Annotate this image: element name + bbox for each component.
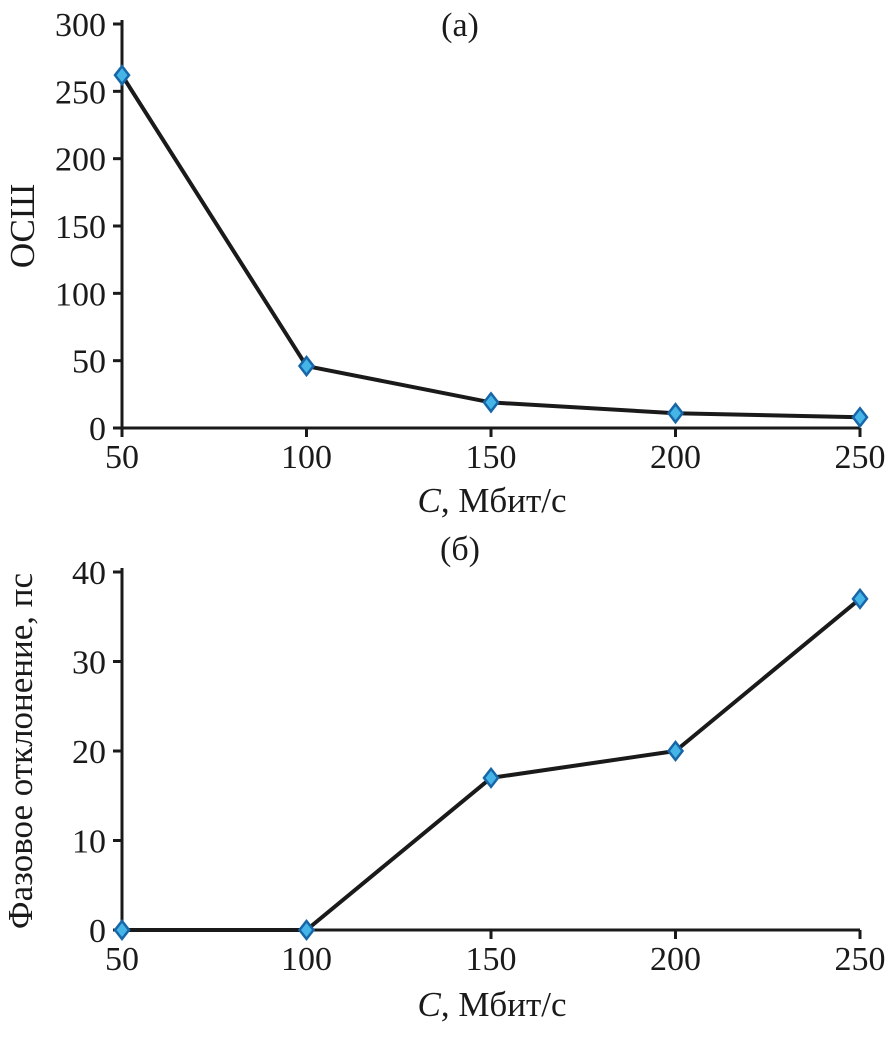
data-point-marker (851, 406, 869, 429)
x-tick-label: 200 (650, 941, 701, 978)
y-tick-label: 100 (55, 276, 106, 313)
y-tick-label: 30 (72, 645, 106, 682)
x-tick-label: 250 (835, 439, 886, 476)
data-point-marker (851, 587, 869, 610)
x-axis-label: C, Мбит/с (417, 985, 566, 1024)
data-point-marker (297, 355, 316, 378)
data-point-marker (482, 766, 500, 789)
data-point-marker (666, 402, 685, 425)
data-line (120, 74, 861, 420)
y-tick-label: 150 (55, 209, 106, 246)
y-tick-label: 300 (55, 7, 106, 44)
data-point-marker (666, 739, 685, 763)
data-line (122, 597, 862, 932)
chart-panel-b: 0 10 20 30 40 50 100 150 200 250 (б) C, Мбит/с Фазов… (0, 520, 892, 1050)
y-tick-label: 250 (55, 74, 106, 111)
y-tick-label: 10 (72, 824, 106, 861)
panel-label: (б) (440, 531, 480, 568)
x-tick-label: 50 (105, 439, 139, 476)
y-tick-label: 50 (72, 344, 106, 381)
y-axis-label: ОСШ (3, 184, 42, 268)
y-tick-label: 0 (89, 913, 106, 950)
data-point-marker (113, 918, 131, 942)
panel-label: (а) (441, 7, 479, 44)
x-tick-label: 150 (466, 439, 517, 476)
y-axis-label: Фазовое отклонение, пс (1, 573, 40, 929)
x-tick-label: 250 (835, 941, 886, 978)
x-tick-label: 100 (281, 941, 332, 978)
y-tick-label: 200 (55, 142, 106, 179)
y-tick-label: 20 (72, 734, 106, 771)
data-point-marker (297, 918, 316, 942)
x-tick-label: 150 (466, 941, 517, 978)
x-tick-label: 200 (650, 439, 701, 476)
x-tick-label: 100 (281, 439, 332, 476)
x-axis-label: C, Мбит/с (417, 481, 566, 520)
y-tick-label: 40 (72, 555, 106, 592)
x-tick-label: 50 (105, 941, 139, 978)
data-point-marker (113, 64, 131, 87)
line-chart-b: 0 10 20 30 40 50 100 150 200 250 (б) C, Мбит/с Фазов… (1, 531, 886, 1024)
data-point-marker (482, 391, 500, 414)
y-tick-label: 0 (89, 411, 106, 448)
chart-panel-a: 0 50 100 150 200 250 300 50 100 150 200 250 (а) C, Мб… (0, 0, 892, 520)
